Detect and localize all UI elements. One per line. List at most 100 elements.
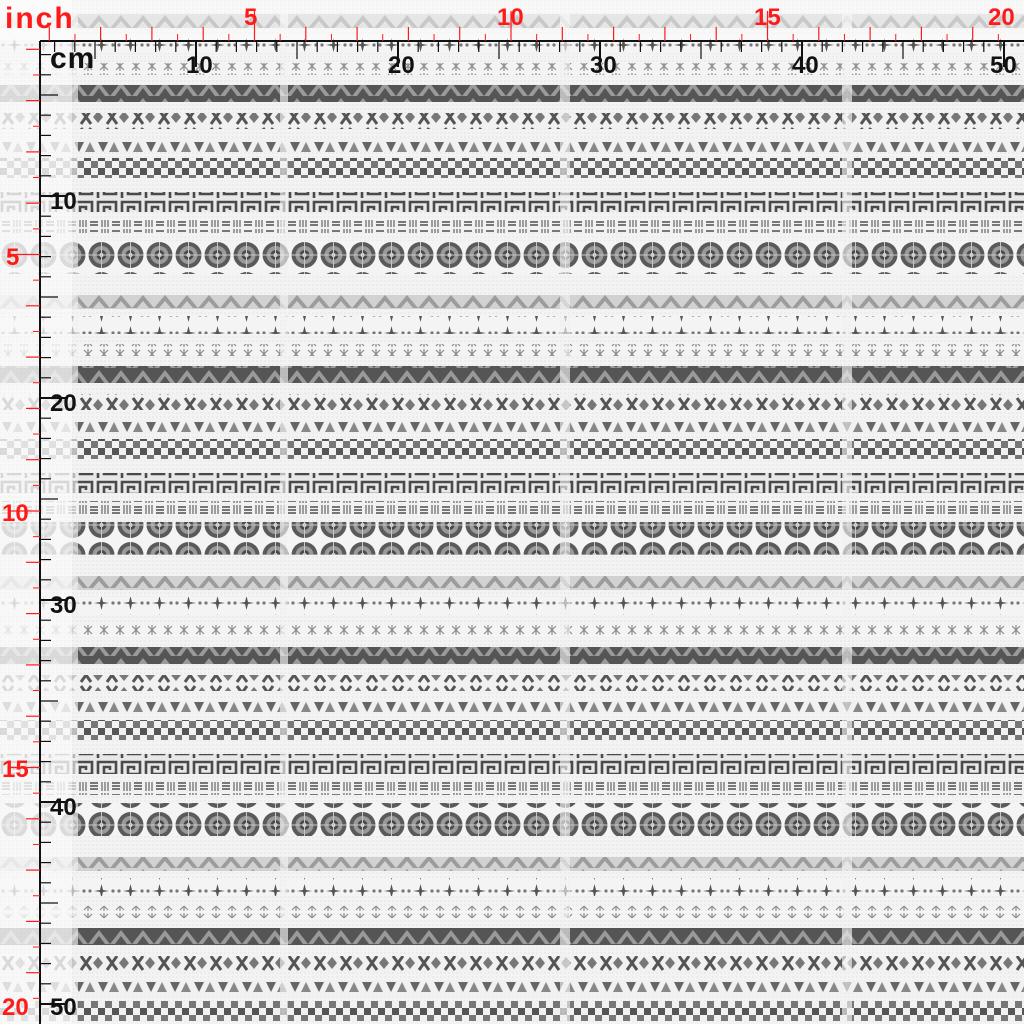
star-flower-row <box>288 35 560 53</box>
checker-band <box>288 720 560 740</box>
cm-top-label: 40 <box>792 52 819 79</box>
small-triangle-row <box>288 700 560 714</box>
small-triangle-row <box>852 419 1024 433</box>
triangle-zigzag-band <box>852 928 1024 945</box>
measuring-rulers <box>10 11 1024 1024</box>
dash-tick-band <box>570 782 842 795</box>
triangle-zigzag-light-band <box>570 857 842 871</box>
x-chevron-band <box>78 956 280 972</box>
checker-band <box>78 720 280 740</box>
small-triangle-row <box>852 981 1024 995</box>
triangle-zigzag-light-band <box>78 857 280 871</box>
cm-top-label: 20 <box>388 52 415 79</box>
cm-top-label: 30 <box>590 52 617 79</box>
greek-key-band <box>570 754 842 774</box>
dash-tick-band <box>288 782 560 795</box>
triangle-zigzag-band <box>570 928 842 945</box>
medallion-circle-band <box>288 522 560 555</box>
greek-key-band <box>288 192 560 212</box>
triangle-zigzag-light-band <box>288 576 560 590</box>
x-chevron-band <box>570 113 842 129</box>
greek-key-band <box>78 192 280 212</box>
small-triangle-row <box>570 419 842 433</box>
checker-band <box>570 158 842 178</box>
x-chevron-band <box>570 956 842 972</box>
star-flower-row <box>570 597 842 615</box>
small-triangle-row <box>78 981 280 995</box>
medallion-circle-band <box>570 803 842 836</box>
greek-key-band <box>570 192 842 212</box>
asterisk-row <box>570 63 842 75</box>
star-flower-row <box>570 35 842 53</box>
x-chevron-band <box>852 113 1024 129</box>
star-flower-row <box>852 878 1024 896</box>
dash-tick-band <box>852 220 1024 233</box>
cm-left-label: 30 <box>50 592 77 619</box>
x-chevron-band <box>78 113 280 129</box>
asterisk-row <box>288 63 560 75</box>
asterisk-row <box>78 625 280 637</box>
x-chevron-band <box>78 394 280 410</box>
inch-left-label: 10 <box>2 500 29 527</box>
inch-left-label: 20 <box>2 994 29 1021</box>
small-triangle-row <box>78 419 280 433</box>
asterisk-row <box>852 625 1024 637</box>
small-triangle-row <box>852 138 1024 152</box>
x-chevron-band <box>852 394 1024 410</box>
dash-tick-band <box>570 501 842 514</box>
small-triangle-row <box>852 700 1024 714</box>
small-triangle-row <box>78 700 280 714</box>
x-chevron-band <box>78 675 280 691</box>
x-chevron-band <box>570 675 842 691</box>
x-chevron-band <box>288 113 560 129</box>
triangle-zigzag-band <box>570 85 842 102</box>
inch-top-label: 20 <box>988 4 1015 31</box>
star-flower-row <box>570 316 842 334</box>
medallion-circle-band <box>78 803 280 836</box>
asterisk-row <box>570 344 842 356</box>
asterisk-row <box>288 344 560 356</box>
small-triangle-row <box>288 981 560 995</box>
star-flower-row <box>288 597 560 615</box>
inch-left-label: 5 <box>6 244 20 271</box>
triangle-zigzag-light-band <box>570 14 842 28</box>
triangle-zigzag-band <box>78 366 280 383</box>
asterisk-row <box>288 906 560 918</box>
star-flower-row <box>78 35 280 53</box>
star-flower-row <box>78 597 280 615</box>
triangle-zigzag-band <box>288 366 560 383</box>
triangle-zigzag-light-band <box>78 295 280 309</box>
star-flower-row <box>288 878 560 896</box>
triangle-zigzag-band <box>78 928 280 945</box>
checker-band <box>852 439 1024 459</box>
triangle-zigzag-light-band <box>852 576 1024 590</box>
dash-tick-band <box>288 220 560 233</box>
triangle-zigzag-light-band <box>288 14 560 28</box>
greek-key-band <box>78 473 280 493</box>
asterisk-row <box>852 906 1024 918</box>
star-flower-row <box>852 35 1024 53</box>
x-chevron-band <box>570 394 842 410</box>
cm-top-label: 10 <box>186 52 213 79</box>
ruler-fade-top <box>0 0 1024 40</box>
small-triangle-row <box>570 700 842 714</box>
triangle-zigzag-band <box>288 647 560 664</box>
star-flower-row <box>852 316 1024 334</box>
small-triangle-row <box>570 981 842 995</box>
triangle-zigzag-band <box>570 647 842 664</box>
triangle-zigzag-band <box>570 366 842 383</box>
greek-key-band <box>288 473 560 493</box>
inch-unit-label: inch <box>5 2 75 35</box>
medallion-circle-band <box>852 803 1024 836</box>
asterisk-row <box>78 63 280 75</box>
checker-band <box>570 439 842 459</box>
asterisk-row <box>288 625 560 637</box>
dash-tick-band <box>288 501 560 514</box>
asterisk-row <box>570 906 842 918</box>
cm-left-label: 20 <box>50 390 77 417</box>
x-chevron-band <box>852 956 1024 972</box>
x-chevron-band <box>852 675 1024 691</box>
inch-top-label: 15 <box>754 4 781 31</box>
small-triangle-row <box>288 419 560 433</box>
